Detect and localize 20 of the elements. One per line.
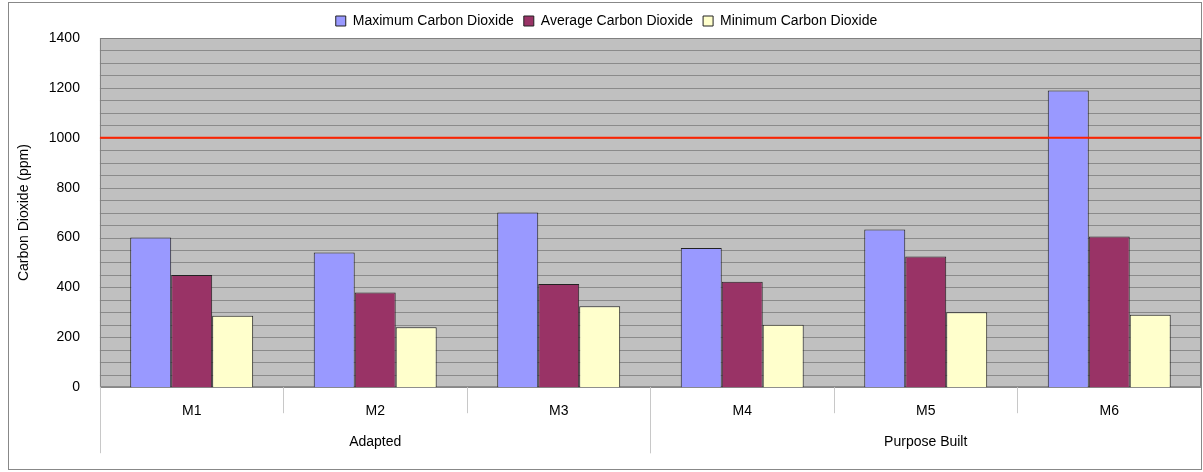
x-tick-label: M3 (548, 402, 569, 419)
text: Adapted (349, 433, 402, 450)
y-axis-title: Carbon Dioxide (ppm) (15, 144, 32, 282)
y-tick-label: 800 (56, 178, 81, 195)
y-tick-label: 1400 (48, 28, 81, 45)
y-tick-label: 200 (56, 328, 81, 345)
legend-label: Maximum Carbon Dioxide (352, 11, 515, 28)
y-tick-label: 400 (56, 278, 81, 295)
legend-label: Minimum Carbon Dioxide (720, 11, 878, 28)
y-tick-label: 0 (72, 378, 81, 395)
x-tick-label: M6 (1099, 402, 1120, 419)
x-tick-label: M5 (916, 402, 936, 419)
y-tick-label: 600 (56, 228, 81, 245)
y-tick-label: 1000 (48, 128, 81, 145)
x-tick-label: M2 (365, 402, 386, 419)
y-tick-label: 1200 (48, 78, 81, 95)
legend-label: Average Carbon Dioxide (540, 11, 694, 28)
x-tick-label: M1 (181, 402, 202, 419)
x-tick-label: M4 (732, 402, 753, 419)
text: Purpose Built (884, 433, 968, 450)
